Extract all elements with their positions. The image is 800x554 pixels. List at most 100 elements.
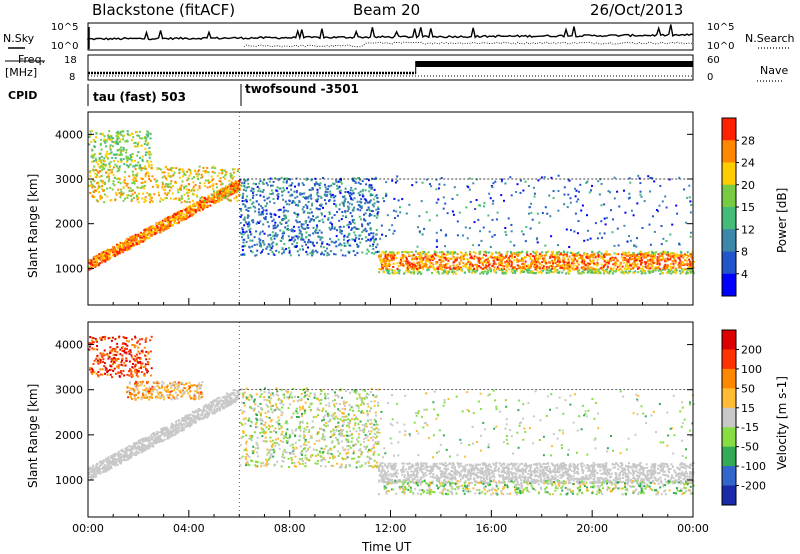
power-cell	[257, 222, 260, 224]
power-cell	[139, 236, 142, 239]
velocity-cell	[140, 365, 143, 368]
power-cell	[492, 260, 495, 263]
power-cell	[456, 253, 459, 256]
power-cell	[283, 178, 286, 181]
power-cell	[388, 268, 391, 271]
power-cell	[475, 199, 478, 201]
velocity-cell	[137, 385, 139, 388]
power-cell	[316, 226, 319, 229]
power-cell	[386, 214, 389, 217]
power-cell	[305, 250, 308, 253]
power-cell	[583, 262, 586, 265]
power-cell	[473, 257, 476, 260]
power-cell	[200, 204, 203, 207]
power-cell	[120, 146, 123, 149]
power-cell	[517, 252, 520, 255]
power-cell	[569, 270, 572, 273]
power-cell	[100, 159, 103, 162]
power-cell	[596, 263, 599, 266]
power-cell	[458, 261, 461, 264]
power-cell	[119, 132, 121, 135]
power-cell	[257, 211, 260, 214]
power-cell	[145, 133, 148, 136]
power-cell	[671, 255, 674, 258]
power-cell	[670, 252, 673, 254]
power-cell	[115, 140, 118, 143]
velocity-cell	[101, 368, 104, 371]
power-cell	[412, 253, 415, 256]
power-cell	[144, 147, 147, 150]
power-cell	[284, 200, 287, 203]
power-cell	[690, 268, 693, 271]
power-cell	[161, 181, 164, 184]
power-cell	[99, 196, 102, 199]
power-cell	[165, 178, 168, 181]
power-cell	[396, 175, 399, 178]
power-cell	[130, 198, 133, 201]
power-cell	[594, 270, 597, 273]
power-cell	[576, 266, 579, 269]
power-cell	[491, 265, 494, 267]
power-cell	[251, 196, 254, 199]
power-cell	[655, 251, 658, 254]
power-cell	[283, 232, 286, 235]
power-cell	[400, 256, 402, 259]
power-cell	[637, 252, 640, 255]
power-cell	[113, 176, 116, 179]
power-cell	[605, 253, 608, 256]
power-cell	[641, 268, 644, 270]
power-cell	[536, 241, 539, 244]
power-cell	[521, 266, 524, 269]
noise-panel: 10^5 10^0 10^5 10^0 N.Sky N.Search	[3, 22, 795, 52]
velocity-cell	[148, 386, 151, 389]
power-cell	[137, 240, 140, 243]
power-cell	[283, 249, 286, 252]
velocity-cell	[123, 337, 126, 339]
power-cell	[279, 239, 282, 242]
power-cell	[288, 249, 291, 252]
power-cell	[110, 138, 113, 141]
power-cell	[431, 272, 433, 274]
noise-search-line	[243, 41, 694, 48]
power-cell	[159, 221, 162, 223]
power-cell	[682, 256, 685, 259]
power-cell	[147, 236, 150, 239]
power-cell	[255, 200, 258, 203]
power-cell	[498, 256, 500, 259]
power-cell	[336, 187, 339, 190]
power-cell	[308, 212, 311, 215]
power-cell	[468, 263, 471, 266]
power-cell	[489, 256, 492, 259]
power-cell	[678, 266, 681, 269]
power-cell	[116, 149, 119, 152]
power-cell	[287, 210, 290, 213]
power-cell	[328, 211, 331, 214]
power-cell	[220, 183, 223, 186]
power-cell	[157, 191, 160, 194]
power-cell	[155, 180, 158, 183]
power-cell	[346, 242, 349, 244]
power-cell	[674, 255, 676, 258]
power-cell	[227, 191, 230, 194]
power-cell	[297, 203, 300, 206]
power-cell	[395, 257, 398, 259]
power-cell	[144, 237, 147, 240]
power-cell	[559, 266, 562, 269]
power-cell	[191, 199, 194, 202]
power-cell	[311, 202, 314, 205]
power-cell	[292, 230, 294, 233]
power-cell	[177, 219, 180, 222]
power-cell	[175, 213, 178, 216]
power-cell	[521, 259, 524, 262]
power-cell	[420, 255, 423, 258]
power-cell	[259, 242, 262, 245]
power-cell	[149, 234, 152, 237]
power-cell	[669, 233, 672, 236]
power-cell	[172, 185, 174, 187]
power-cell	[628, 270, 631, 273]
power-cell	[338, 226, 341, 229]
power-cell	[128, 247, 131, 250]
power-cell	[661, 272, 664, 275]
power-cell	[199, 197, 202, 199]
power-cell	[341, 254, 344, 257]
